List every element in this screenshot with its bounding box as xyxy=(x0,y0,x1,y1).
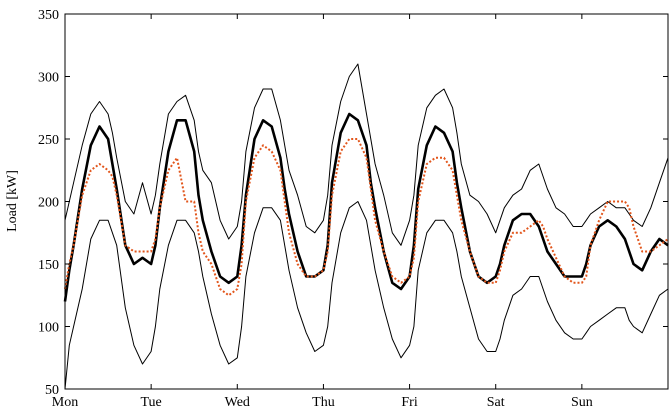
x-tick-label-sun: Sun xyxy=(571,395,593,410)
series-layer xyxy=(63,63,669,390)
plot-area xyxy=(65,14,668,389)
x-tick-label-sat: Sat xyxy=(487,395,505,410)
series-line-forecast xyxy=(64,138,669,297)
y-tick-label: 50 xyxy=(45,383,59,398)
x-tick-label-wed: Wed xyxy=(225,395,250,410)
y-tick-label: 250 xyxy=(38,133,59,148)
x-tick-label-thu: Thu xyxy=(312,395,335,410)
y-tick-label: 150 xyxy=(38,258,59,273)
series-line-lower-bound xyxy=(64,201,669,390)
y-tick-label: 350 xyxy=(38,8,59,23)
y-axis: 50 100 150 200 250 300 350 xyxy=(38,8,668,398)
series-line-upper-bound xyxy=(64,63,669,246)
y-tick-label: 100 xyxy=(38,321,59,336)
x-tick-label-fri: Fri xyxy=(401,395,417,410)
y-tick-label: 200 xyxy=(38,196,59,211)
y-tick-label: 300 xyxy=(38,71,59,86)
x-tick-label-tue: Tue xyxy=(141,395,162,410)
x-tick-label-mon: Mon xyxy=(52,395,78,410)
y-axis-title: Load [kW] xyxy=(5,170,20,232)
x-axis: Mon Tue Wed Thu Fri Sat Sun xyxy=(52,14,593,410)
